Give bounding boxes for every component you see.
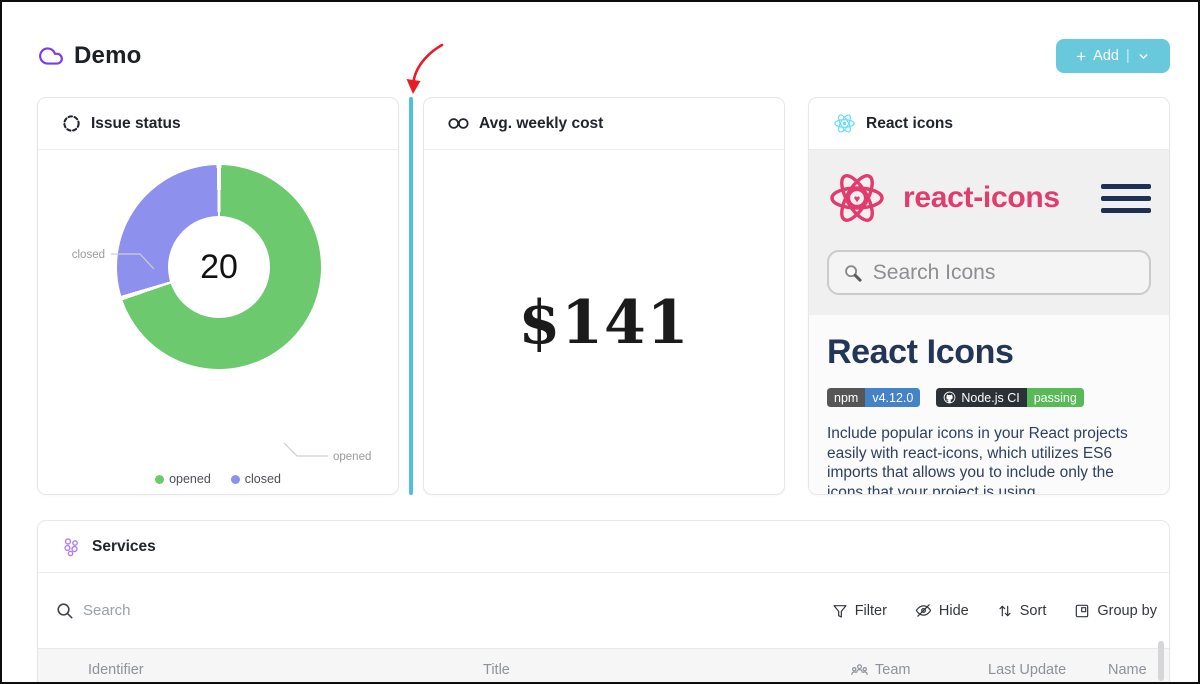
dashed-circle-icon [63,115,80,132]
badges-row: npm v4.12.0 Node.js CI passing [827,388,1151,407]
add-button-label: Add [1093,48,1119,64]
add-button-divider: | [1125,48,1130,64]
column-team-label: Team [875,662,911,678]
scrollbar-thumb[interactable] [1158,641,1164,681]
group-by-icon [1076,604,1089,617]
react-icons-heading: React Icons [827,333,1014,371]
red-arrow-annotation [406,43,444,94]
weekly-cost-value: $141 [518,288,690,358]
issue-status-widget: Issue status 20 closed opened opened [37,97,399,495]
chevron-down-icon[interactable] [1137,50,1150,63]
svg-text:♥: ♥ [854,194,861,206]
search-icon [57,603,73,619]
page-title-row: Demo [38,42,141,70]
legend-dot-opened [155,474,165,484]
widget-resize-divider[interactable] [409,97,413,495]
legend-item-opened: opened [155,472,211,486]
services-toolbar: Filter Hide Sort [38,573,1169,648]
callout-closed: closed [72,249,105,261]
group-by-button[interactable]: Group by [1074,603,1157,619]
react-icons-widget: React icons ♥ react-icons [808,97,1170,495]
legend-item-closed: closed [230,472,281,486]
issue-status-title: Issue status [91,114,181,132]
react-icons-logo[interactable]: ♥ [827,168,887,228]
team-icon [851,663,868,675]
npm-badge-label: npm [827,388,866,407]
icon-search-input[interactable] [872,260,1135,285]
issue-status-header: Issue status [38,98,398,150]
weekly-cost-title: Avg. weekly cost [479,114,604,132]
react-site-navbar-area: ♥ react-icons [809,150,1169,315]
icon-search-box[interactable] [827,250,1151,295]
react-icons-description: Include popular icons in your React proj… [827,425,1128,495]
hide-button[interactable]: Hide [915,602,969,619]
donut-hole: 20 [168,216,270,318]
filter-icon [833,604,847,618]
chart-legend: opened closed [38,472,398,486]
add-button[interactable]: + Add | [1056,39,1170,73]
hide-label: Hide [938,602,969,619]
column-identifier[interactable]: Identifier [88,662,144,678]
services-cluster-icon [64,537,78,556]
services-search-input[interactable] [83,602,303,619]
ci-badge-status: passing [1026,388,1084,407]
column-last-update[interactable]: Last Update [988,662,1067,678]
services-search[interactable] [55,601,303,620]
cloud-icon [39,47,63,65]
sort-icon [999,605,1011,616]
magnifier-emoji-icon [845,264,862,282]
donut-total: 20 [200,247,238,286]
react-icons-header: React icons [809,98,1169,150]
services-widget: Services Filter Hide [37,520,1170,682]
ci-badge-label: Node.js CI [961,390,1020,405]
group-by-label: Group by [1097,602,1157,619]
weekly-cost-header: Avg. weekly cost [424,98,784,150]
column-title[interactable]: Title [483,662,510,678]
legend-label-opened: opened [169,472,211,486]
filter-button[interactable]: Filter [832,603,887,619]
hamburger-menu-icon[interactable] [1101,183,1151,213]
issue-status-chart-body: 20 closed opened opened closed [38,150,398,494]
eye-off-icon [915,604,932,617]
react-atom-icon [834,114,855,133]
react-site-content-area: React Icons npm v4.12.0 Node.js CI passi… [809,315,1169,494]
filter-label: Filter [854,602,887,619]
services-header: Services [38,521,1169,573]
weekly-cost-body: $141 [424,150,784,494]
services-title: Services [92,537,156,555]
sort-button[interactable]: Sort [997,602,1047,619]
column-team[interactable]: Team [851,662,910,678]
column-name[interactable]: Name [1108,662,1147,678]
github-icon [943,391,956,404]
weekly-cost-widget: Avg. weekly cost $141 [423,97,785,495]
sort-label: Sort [1019,602,1047,619]
legend-dot-closed [230,474,240,484]
react-icons-title: React icons [866,114,954,132]
services-table-header: Identifier Title Team Last Update Name [38,648,1169,682]
plus-icon: + [1076,46,1087,66]
callout-opened: opened [333,451,371,463]
page-title: Demo [74,42,142,69]
npm-version-badge: npm v4.12.0 [827,388,921,407]
ci-status-badge: Node.js CI passing [936,388,1084,407]
npm-badge-version: v4.12.0 [865,388,921,407]
infinity-icon [448,118,469,129]
legend-label-closed: closed [244,472,281,486]
react-icons-brand-link[interactable]: react-icons [903,181,1060,214]
